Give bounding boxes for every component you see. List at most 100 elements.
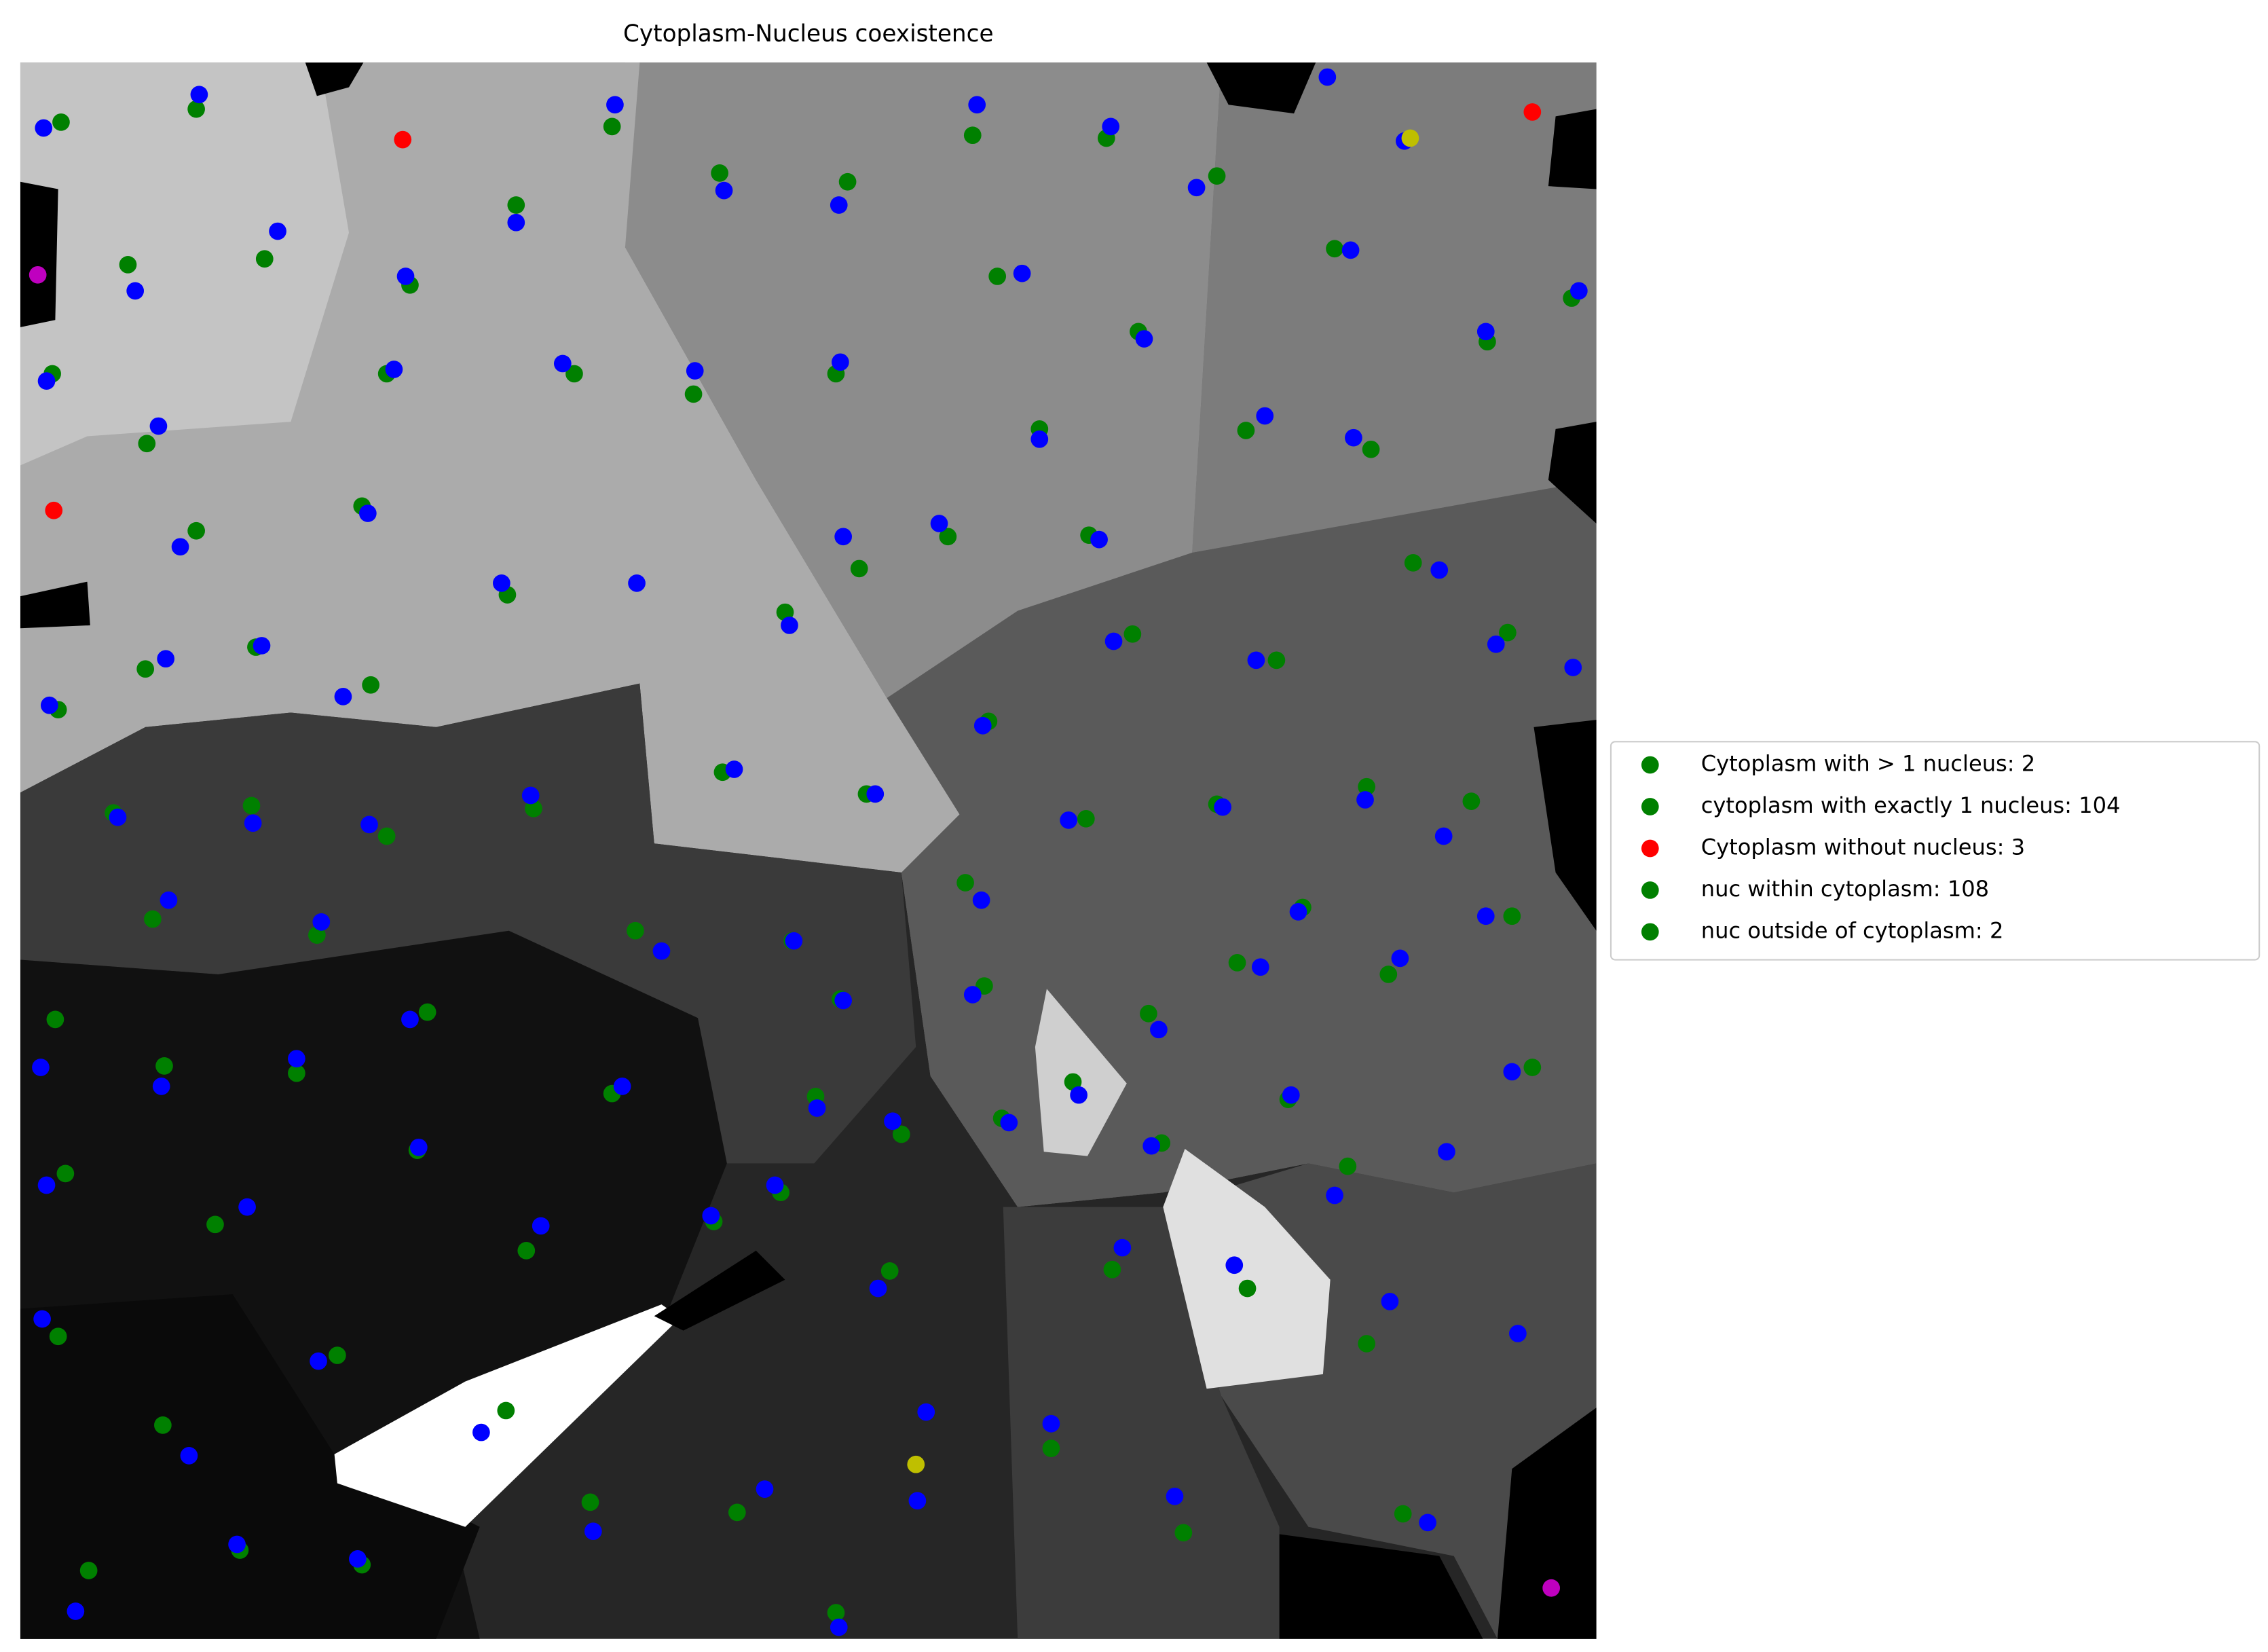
point bbox=[56, 1164, 75, 1183]
point bbox=[827, 1604, 845, 1621]
point bbox=[46, 1010, 64, 1029]
chart-title: Cytoplasm-Nucleus coexistence bbox=[623, 20, 994, 48]
point bbox=[907, 1455, 925, 1473]
legend-marker bbox=[1641, 839, 1659, 858]
point bbox=[973, 716, 992, 735]
point bbox=[1339, 1157, 1357, 1175]
point bbox=[1228, 953, 1246, 972]
point bbox=[1030, 430, 1049, 448]
point bbox=[834, 991, 853, 1010]
point bbox=[884, 1112, 901, 1131]
point bbox=[963, 986, 982, 1004]
point bbox=[32, 1059, 50, 1076]
point bbox=[930, 515, 948, 532]
point bbox=[187, 521, 205, 540]
point bbox=[1570, 282, 1588, 300]
point bbox=[1326, 240, 1343, 258]
point bbox=[1267, 651, 1286, 669]
legend-marker bbox=[1641, 923, 1659, 941]
legend-label: nuc outside of cytoplasm: 2 bbox=[1701, 917, 2004, 943]
point bbox=[756, 1480, 774, 1498]
point bbox=[67, 1602, 85, 1620]
point bbox=[711, 164, 728, 182]
point bbox=[1123, 625, 1142, 643]
point bbox=[152, 1078, 170, 1095]
point bbox=[1225, 1256, 1244, 1274]
point bbox=[1523, 103, 1542, 121]
point bbox=[52, 113, 70, 131]
point bbox=[1077, 809, 1095, 828]
point bbox=[49, 1327, 67, 1346]
point bbox=[830, 196, 848, 214]
point bbox=[1419, 1513, 1436, 1532]
point bbox=[377, 827, 396, 845]
point bbox=[1462, 792, 1481, 810]
point bbox=[497, 1401, 515, 1420]
point bbox=[1214, 798, 1231, 816]
point bbox=[521, 786, 540, 805]
point bbox=[360, 815, 378, 834]
point bbox=[1358, 777, 1376, 796]
point bbox=[493, 574, 510, 592]
point bbox=[1289, 903, 1307, 921]
point bbox=[830, 1618, 848, 1636]
point bbox=[171, 538, 189, 556]
point bbox=[1401, 129, 1419, 147]
point bbox=[334, 688, 352, 705]
point bbox=[1499, 623, 1517, 642]
point bbox=[1000, 1114, 1018, 1132]
point bbox=[1140, 1004, 1157, 1023]
point bbox=[1430, 561, 1449, 579]
point bbox=[79, 1562, 98, 1579]
point bbox=[939, 528, 957, 546]
point bbox=[1247, 651, 1265, 669]
point bbox=[686, 362, 704, 380]
point bbox=[838, 172, 857, 191]
point bbox=[963, 126, 982, 145]
point bbox=[1503, 907, 1521, 925]
point bbox=[136, 660, 155, 678]
point bbox=[40, 696, 58, 714]
point bbox=[154, 1416, 172, 1434]
point bbox=[149, 417, 168, 435]
point bbox=[418, 1003, 436, 1021]
point bbox=[1103, 1260, 1121, 1279]
point bbox=[37, 1176, 56, 1194]
point bbox=[869, 1279, 887, 1298]
point bbox=[1090, 530, 1108, 549]
point bbox=[310, 1352, 327, 1370]
point bbox=[1256, 407, 1274, 425]
point bbox=[1251, 958, 1269, 976]
point bbox=[1104, 632, 1123, 650]
point bbox=[244, 814, 262, 832]
legend-label: cytoplasm with exactly 1 nucleus: 104 bbox=[1701, 792, 2121, 818]
point bbox=[1237, 422, 1255, 439]
segmentation-image bbox=[20, 62, 1597, 1639]
point bbox=[144, 910, 162, 928]
point bbox=[190, 86, 208, 104]
point bbox=[1476, 323, 1495, 341]
point bbox=[834, 528, 853, 546]
point bbox=[1391, 949, 1409, 968]
point bbox=[832, 353, 849, 371]
point bbox=[1341, 241, 1360, 259]
point bbox=[1070, 1086, 1087, 1104]
point bbox=[785, 932, 803, 950]
point bbox=[1187, 179, 1206, 197]
point bbox=[684, 385, 703, 403]
point bbox=[288, 1064, 305, 1082]
point bbox=[972, 891, 990, 909]
point bbox=[1509, 1325, 1527, 1342]
point bbox=[269, 222, 286, 240]
point bbox=[1102, 117, 1120, 136]
point bbox=[866, 785, 885, 803]
point bbox=[138, 435, 156, 453]
point bbox=[715, 181, 733, 200]
point bbox=[312, 913, 331, 931]
point bbox=[1064, 1073, 1082, 1091]
point bbox=[1238, 1279, 1257, 1298]
point bbox=[1564, 659, 1582, 676]
point bbox=[1142, 1137, 1161, 1155]
point bbox=[1042, 1414, 1060, 1433]
